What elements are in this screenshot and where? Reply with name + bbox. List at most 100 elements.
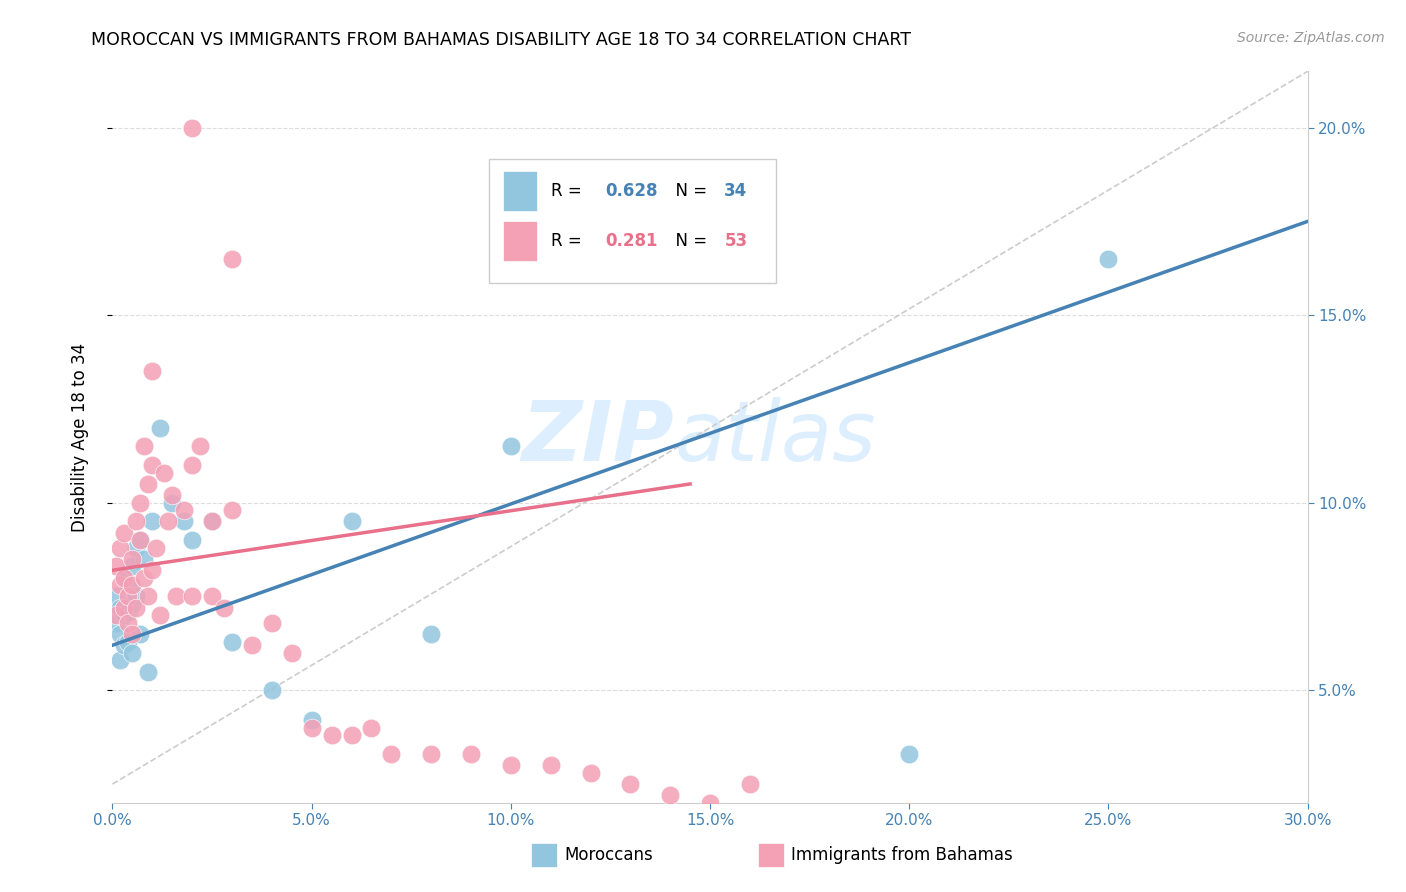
Point bbox=[125, 600, 148, 615]
Point bbox=[201, 515, 224, 529]
Text: R =: R = bbox=[551, 232, 588, 250]
Point bbox=[281, 646, 304, 660]
Point bbox=[121, 646, 143, 660]
Point bbox=[125, 590, 148, 604]
Point bbox=[145, 541, 167, 555]
Point bbox=[110, 653, 132, 667]
Point bbox=[181, 120, 204, 135]
Point bbox=[157, 515, 180, 529]
Point bbox=[181, 533, 204, 548]
Point bbox=[173, 515, 195, 529]
Point bbox=[117, 590, 139, 604]
Point bbox=[121, 597, 143, 611]
Point bbox=[260, 615, 283, 630]
Point bbox=[898, 747, 921, 761]
Point bbox=[201, 590, 224, 604]
FancyBboxPatch shape bbox=[758, 843, 785, 867]
Text: N =: N = bbox=[665, 182, 711, 200]
Point bbox=[117, 615, 139, 630]
Point bbox=[138, 590, 160, 604]
FancyBboxPatch shape bbox=[489, 159, 776, 284]
Point bbox=[188, 440, 211, 454]
Point bbox=[540, 758, 562, 772]
Point bbox=[114, 638, 135, 652]
Point bbox=[110, 541, 132, 555]
Point bbox=[117, 634, 139, 648]
Point bbox=[114, 525, 135, 540]
Point bbox=[240, 638, 263, 652]
Point bbox=[110, 578, 132, 592]
Point bbox=[420, 627, 443, 641]
Point bbox=[380, 747, 402, 761]
Point bbox=[110, 627, 132, 641]
Point bbox=[121, 627, 143, 641]
Point bbox=[110, 600, 132, 615]
Point bbox=[301, 713, 323, 727]
Text: 53: 53 bbox=[724, 232, 748, 250]
Text: Moroccans: Moroccans bbox=[564, 846, 652, 863]
Text: N =: N = bbox=[665, 232, 711, 250]
Point bbox=[134, 440, 156, 454]
Point bbox=[579, 765, 602, 780]
Point bbox=[149, 420, 172, 434]
Text: Immigrants from Bahamas: Immigrants from Bahamas bbox=[792, 846, 1014, 863]
Point bbox=[153, 466, 176, 480]
Text: Source: ZipAtlas.com: Source: ZipAtlas.com bbox=[1237, 31, 1385, 45]
Point bbox=[221, 634, 243, 648]
Point bbox=[659, 789, 682, 803]
Point bbox=[201, 515, 224, 529]
Point bbox=[301, 721, 323, 735]
FancyBboxPatch shape bbox=[503, 171, 537, 211]
Point bbox=[162, 488, 183, 502]
Text: MOROCCAN VS IMMIGRANTS FROM BAHAMAS DISABILITY AGE 18 TO 34 CORRELATION CHART: MOROCCAN VS IMMIGRANTS FROM BAHAMAS DISA… bbox=[91, 31, 911, 49]
Point bbox=[360, 721, 382, 735]
Point bbox=[173, 503, 195, 517]
Point bbox=[105, 559, 128, 574]
Point bbox=[121, 552, 143, 566]
Point bbox=[321, 728, 343, 742]
Text: ZIP: ZIP bbox=[522, 397, 675, 477]
Point bbox=[129, 627, 152, 641]
Point bbox=[738, 777, 761, 791]
Y-axis label: Disability Age 18 to 34: Disability Age 18 to 34 bbox=[70, 343, 89, 532]
Point bbox=[121, 559, 143, 574]
FancyBboxPatch shape bbox=[503, 221, 537, 261]
Point bbox=[340, 515, 363, 529]
Point bbox=[125, 541, 148, 555]
Point bbox=[125, 515, 148, 529]
Point bbox=[221, 252, 243, 266]
Text: R =: R = bbox=[551, 182, 588, 200]
Point bbox=[114, 571, 135, 585]
Point bbox=[181, 458, 204, 473]
Point bbox=[699, 796, 721, 810]
Point bbox=[212, 600, 235, 615]
Text: atlas: atlas bbox=[675, 397, 876, 477]
Point bbox=[129, 533, 152, 548]
Point bbox=[499, 758, 522, 772]
Point bbox=[114, 608, 135, 623]
Point bbox=[141, 563, 163, 577]
Point bbox=[1097, 252, 1119, 266]
Point bbox=[117, 578, 139, 592]
Point bbox=[165, 590, 187, 604]
Point bbox=[114, 600, 135, 615]
Point bbox=[460, 747, 482, 761]
Point bbox=[499, 440, 522, 454]
Point bbox=[141, 364, 163, 378]
Point bbox=[141, 515, 163, 529]
Point bbox=[141, 458, 163, 473]
Text: 34: 34 bbox=[724, 182, 748, 200]
Point bbox=[105, 615, 128, 630]
Point bbox=[619, 777, 641, 791]
Point bbox=[138, 477, 160, 491]
Point bbox=[129, 533, 152, 548]
FancyBboxPatch shape bbox=[531, 843, 557, 867]
Point bbox=[340, 728, 363, 742]
Point bbox=[117, 605, 139, 619]
Point bbox=[138, 665, 160, 679]
Point bbox=[134, 552, 156, 566]
Point bbox=[149, 608, 172, 623]
Point bbox=[181, 590, 204, 604]
Point bbox=[260, 683, 283, 698]
Point bbox=[420, 747, 443, 761]
